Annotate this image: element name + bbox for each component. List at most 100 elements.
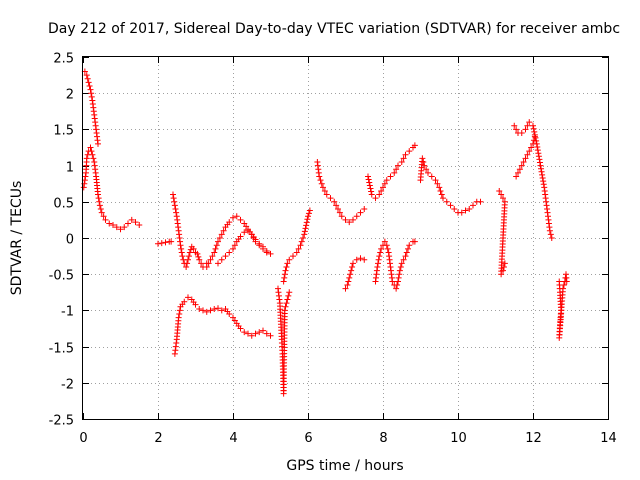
data-point: [387, 173, 394, 180]
data-point: [231, 242, 238, 249]
data-point: [377, 249, 384, 256]
data-point: [391, 169, 398, 176]
y-tick-label: 2.5: [53, 52, 74, 67]
data-point: [280, 278, 287, 285]
data-point: [400, 256, 407, 263]
data-point: [498, 191, 505, 198]
y-tick-label: -0.5: [49, 269, 74, 284]
data-point: [374, 263, 381, 270]
data-point: [170, 191, 176, 198]
data-point: [96, 198, 103, 205]
data-point: [306, 207, 313, 214]
data-point: [260, 243, 266, 250]
data-point: [357, 255, 364, 262]
data-point: [366, 182, 373, 189]
data-point: [110, 221, 116, 228]
data-point: [87, 144, 94, 151]
data-point: [178, 245, 185, 252]
data-point: [256, 240, 263, 247]
data-point: [216, 235, 223, 241]
data-point: [500, 195, 506, 202]
data-point: [304, 216, 311, 223]
data-point: [281, 274, 288, 281]
data-point: [176, 307, 183, 314]
data-point: [327, 195, 334, 202]
data-point: [419, 155, 426, 162]
data-point: [205, 260, 212, 267]
data-point: [500, 267, 506, 274]
data-point: [440, 195, 446, 202]
data-point: [524, 151, 531, 158]
data-point: [560, 282, 567, 289]
data-point: [245, 330, 251, 337]
data-point: [378, 245, 385, 252]
data-point: [230, 245, 236, 252]
data-point: [530, 125, 537, 132]
data-point: [546, 227, 553, 234]
data-point: [83, 72, 90, 79]
data-point: [158, 240, 165, 247]
data-point: [171, 202, 178, 209]
data-point: [536, 159, 543, 166]
data-point: [526, 148, 533, 155]
data-point: [207, 256, 214, 263]
data-point: [248, 332, 255, 339]
data-point: [375, 260, 381, 267]
data-point: [95, 191, 101, 198]
data-point: [88, 148, 95, 155]
data-point: [539, 171, 546, 178]
data-point: [303, 219, 310, 226]
data-point: [192, 301, 199, 308]
data-point: [451, 206, 458, 213]
data-point: [428, 173, 435, 180]
data-point: [563, 278, 570, 285]
data-point: [295, 245, 302, 252]
data-point: [498, 271, 505, 278]
data-point: [560, 285, 566, 292]
data-point: [175, 314, 182, 321]
data-point: [500, 263, 507, 270]
data-point: [226, 219, 233, 226]
data-point: [531, 128, 538, 135]
data-point: [357, 209, 364, 216]
data-point: [211, 305, 218, 312]
data-point: [361, 206, 368, 213]
data-point: [241, 329, 248, 336]
data-point: [178, 249, 185, 256]
data-point: [470, 202, 476, 209]
data-point: [318, 180, 325, 187]
data-point: [335, 206, 341, 213]
x-tick-label: 2: [154, 431, 162, 446]
y-tick-label: -1: [61, 305, 74, 320]
data-point: [380, 184, 386, 191]
data-point: [300, 235, 306, 241]
data-point: [376, 191, 383, 198]
data-point: [515, 169, 521, 176]
data-point: [263, 330, 270, 337]
data-point: [177, 242, 184, 249]
data-point: [438, 191, 445, 198]
y-axis-label: SDTVAR / TECUs: [9, 181, 25, 296]
data-point: [303, 222, 310, 229]
data-point: [466, 206, 473, 213]
data-point: [411, 142, 418, 149]
data-point: [121, 224, 128, 231]
data-point: [513, 126, 520, 133]
data-point: [530, 140, 536, 147]
data-point: [537, 162, 544, 169]
data-point: [285, 292, 292, 299]
data-point: [284, 260, 291, 267]
data-point: [346, 219, 353, 226]
data-point: [209, 253, 216, 260]
data-point: [113, 224, 120, 231]
data-point: [88, 90, 95, 97]
data-point: [540, 178, 547, 185]
x-tick-label: 8: [379, 431, 387, 446]
data-point: [185, 253, 192, 260]
data-point: [237, 233, 244, 240]
data-points: [80, 68, 570, 397]
data-point: [331, 198, 338, 205]
data-point: [347, 271, 354, 278]
data-point: [342, 285, 349, 292]
